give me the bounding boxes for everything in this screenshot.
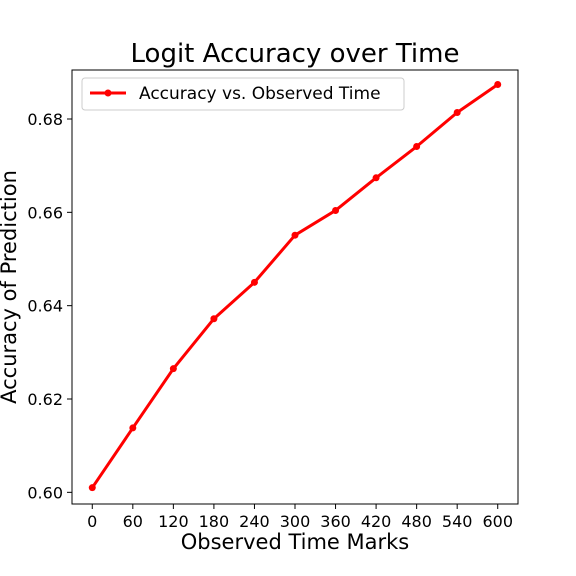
legend-entry-label: Accuracy vs. Observed Time	[139, 84, 381, 104]
plot-frame	[71, 69, 519, 505]
y-tick-label: 0.68	[27, 110, 63, 129]
y-tick-label: 0.66	[27, 203, 63, 222]
data-point	[169, 365, 177, 373]
x-axis: 0 60 120 180 240 300 360 420 480 540 600	[87, 504, 513, 531]
data-point	[88, 484, 96, 492]
legend: Accuracy vs. Observed Time	[81, 77, 405, 111]
x-tick-label: 60	[123, 512, 143, 531]
x-tick-label: 240	[239, 512, 270, 531]
x-tick-label: 180	[199, 512, 230, 531]
data-point	[413, 143, 421, 151]
y-axis-label: Accuracy of Prediction	[0, 170, 21, 404]
x-tick-label: 600	[482, 512, 513, 531]
y-tick-label: 0.64	[27, 297, 63, 316]
data-point	[210, 315, 218, 323]
data-point	[494, 80, 502, 88]
plot-area	[71, 69, 519, 505]
x-tick-label: 540	[442, 512, 473, 531]
data-point	[372, 174, 380, 182]
x-tick-label: 360	[320, 512, 351, 531]
series-group	[88, 80, 502, 492]
chart-title: Logit Accuracy over Time	[131, 39, 460, 69]
y-tick-label: 0.60	[27, 483, 63, 502]
data-point	[250, 278, 258, 286]
data-point	[332, 206, 340, 214]
legend-box	[81, 77, 405, 111]
data-point	[291, 231, 299, 239]
legend-marker-swatch	[104, 89, 112, 97]
x-tick-label: 0	[87, 512, 97, 531]
data-point	[453, 108, 461, 116]
x-tick-label: 120	[158, 512, 189, 531]
y-axis: 0.60 0.62 0.64 0.66 0.68	[27, 110, 72, 502]
x-axis-label: Observed Time Marks	[181, 530, 410, 554]
data-point	[129, 424, 137, 432]
x-tick-label: 420	[361, 512, 392, 531]
x-tick-label: 480	[401, 512, 432, 531]
y-tick-label: 0.62	[27, 390, 63, 409]
x-tick-label: 300	[280, 512, 311, 531]
